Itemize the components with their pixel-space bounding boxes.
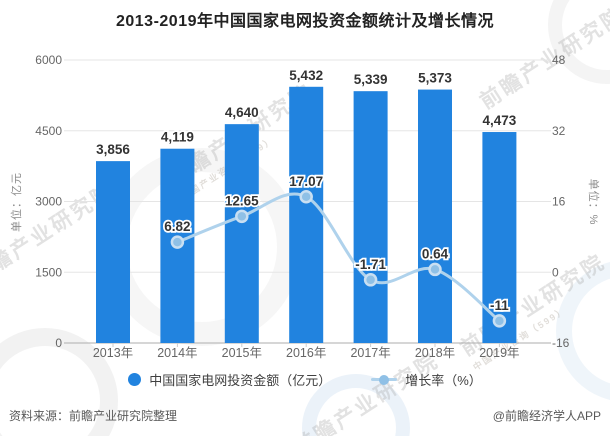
source-text: 资料来源：前瞻产业研究院整理 [9,409,178,423]
bar [289,86,324,344]
growth-point [363,273,378,287]
growth-value-label: 17.07 [289,174,323,189]
growth-value-label: -1.71 [355,257,386,272]
x-axis-label: 2015年 [222,346,262,360]
x-axis-label: 2014年 [157,346,197,360]
x-axis-label: 2019年 [479,346,519,360]
legend-item-growth-rate: 增长率（%） [371,370,482,389]
investment-growth-chart: 0 -16 1500 0 3000 16 4500 32 6000 48 单位：亿元 单位：% 3,85… [9,53,601,360]
bar [96,161,130,343]
y-axis-name-left: 单位：亿元 [9,172,23,232]
y-axis-tick-label-right: 32 [552,124,566,138]
bar-value-label: 4,473 [483,113,517,128]
growth-value-label: 12.65 [225,193,259,208]
growth-point [428,262,442,277]
growth-value-label: 6.82 [164,219,190,234]
legend-item-investment: 中国国家电网投资金额（亿元） [128,370,331,389]
y-axis-tick-label-left: 3000 [35,195,62,209]
y-axis-tick-label-right: 0 [552,265,559,279]
line-swatch-dot [379,374,390,385]
credit-text: @前瞻经济学人APP [492,409,601,423]
y-axis-tick-label-left: 0 [55,336,62,350]
bar-value-label: 5,339 [354,72,388,87]
chart-legend: 中国国家电网投资金额（亿元） 增长率（%） [0,370,610,389]
chart-footer: 资料来源：前瞻产业研究院整理 @前瞻经济学人APP [0,407,610,424]
growth-point [492,314,507,328]
growth-point [235,209,249,224]
bar [353,91,388,343]
y-axis-tick-label-left: 6000 [35,53,62,67]
bar-series-swatch [128,373,142,386]
x-axis-label: 2017年 [350,346,390,360]
bar [418,89,452,343]
line-series-label: 增长率（%） [405,373,482,388]
bar-series-label: 中国国家电网投资金额（亿元） [149,373,332,388]
bar [482,132,517,343]
y-axis-tick-label-left: 1500 [35,265,62,279]
bar-value-label: 5,373 [418,71,452,86]
y-axis-tick-label-right: -16 [552,336,570,350]
bar-value-label: 4,640 [225,105,259,120]
growth-value-label: -11 [490,298,509,313]
growth-point [170,235,185,249]
y-axis-name-right: 单位：% [587,179,601,226]
x-axis-label: 2013年 [93,346,133,360]
bar-value-label: 5,432 [289,68,323,83]
bar [224,124,259,343]
chart-title: 2013-2019年中国国家电网投资金额统计及增长情况 [115,13,495,30]
x-axis-label: 2016年 [286,346,326,360]
x-axis-label: 2018年 [415,346,455,360]
line-series-swatch [371,373,398,386]
growth-value-label: 0.64 [422,246,449,261]
y-axis-tick-label-left: 4500 [35,124,62,138]
growth-point [299,190,313,204]
y-axis-tick-label-right: 48 [552,53,566,67]
bar-value-label: 3,856 [96,142,130,157]
bar-value-label: 4,119 [161,130,194,145]
y-axis-tick-label-right: 16 [552,195,566,209]
